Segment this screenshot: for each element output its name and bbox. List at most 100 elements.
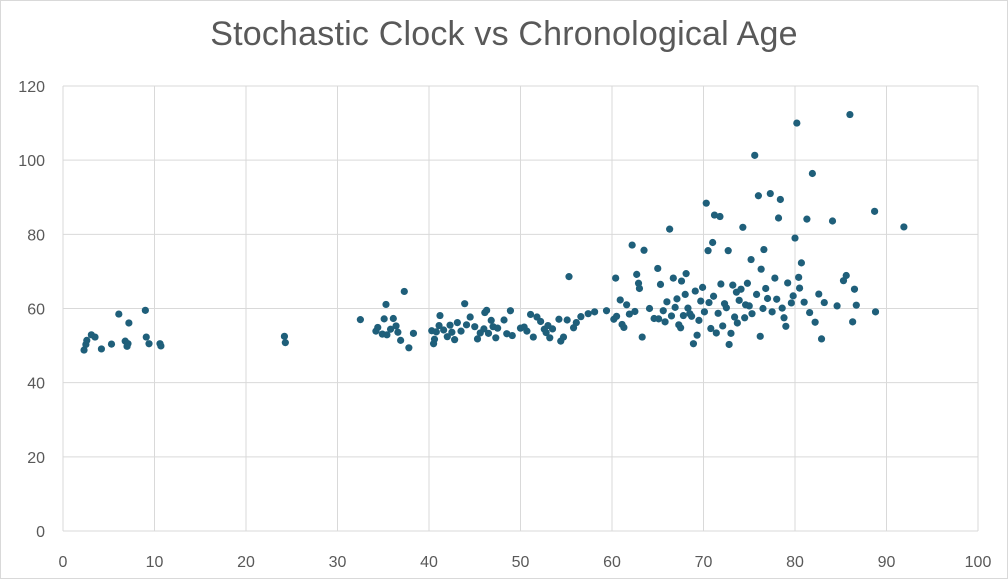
data-point [806, 308, 814, 317]
data-point [724, 247, 732, 255]
data-point [492, 334, 500, 342]
gridlines [62, 85, 979, 532]
data-point [797, 259, 806, 267]
chart-title: Stochastic Clock vs Chronological Age [210, 15, 798, 53]
data-point [751, 151, 759, 159]
data-point [584, 310, 592, 318]
data-point [900, 223, 908, 231]
data-point [791, 234, 799, 242]
data-point [380, 315, 388, 323]
data-point [620, 323, 628, 332]
y-tick-label: 40 [27, 376, 45, 393]
data-point [409, 329, 418, 337]
data-points [80, 110, 908, 354]
x-tick-label: 0 [59, 554, 68, 571]
data-point [661, 318, 669, 326]
data-point [817, 335, 826, 343]
data-point [555, 315, 563, 323]
data-point [383, 331, 391, 339]
data-point [451, 336, 459, 344]
data-point [698, 283, 707, 291]
data-point [820, 298, 828, 307]
data-point [483, 306, 491, 314]
data-point [739, 223, 747, 231]
data-point [719, 322, 727, 330]
data-point [684, 304, 692, 312]
data-point [107, 340, 116, 348]
x-tick-label: 60 [603, 554, 621, 571]
data-point [141, 306, 149, 314]
data-point [689, 340, 698, 348]
data-point [400, 287, 408, 296]
data-point [559, 333, 568, 341]
data-point [466, 313, 474, 321]
x-tick-label: 80 [786, 554, 804, 571]
data-point [503, 330, 511, 338]
data-point [453, 318, 461, 327]
data-point [741, 314, 749, 322]
data-point [681, 290, 689, 299]
data-point [124, 340, 132, 348]
data-point [631, 307, 639, 316]
y-tick-label: 100 [18, 153, 45, 170]
data-point [782, 322, 790, 330]
data-point [811, 318, 819, 326]
data-point [667, 312, 676, 320]
data-point [487, 316, 495, 324]
data-point [762, 284, 770, 293]
data-point [435, 321, 443, 330]
data-point [280, 332, 289, 340]
y-tick-label: 0 [36, 524, 45, 541]
data-point [700, 308, 709, 316]
x-tick-label: 20 [237, 554, 255, 571]
data-point [612, 312, 621, 320]
data-point [526, 310, 535, 319]
data-point [394, 328, 402, 336]
data-point [714, 309, 722, 317]
data-point [707, 324, 715, 333]
data-point [828, 217, 837, 225]
data-point [773, 295, 781, 303]
data-point [577, 313, 585, 321]
data-point [508, 331, 516, 340]
data-point [523, 327, 531, 335]
data-point [473, 335, 482, 343]
data-point [655, 315, 663, 323]
data-point [722, 304, 730, 312]
data-point [616, 296, 624, 304]
data-point [382, 300, 390, 309]
data-point [565, 273, 573, 281]
data-point [405, 344, 413, 352]
data-point [494, 324, 502, 332]
data-point [774, 214, 783, 222]
data-point [656, 280, 665, 288]
data-point [356, 316, 364, 324]
data-point [759, 304, 767, 313]
x-tick-label: 50 [512, 554, 530, 571]
data-point [97, 345, 106, 353]
tick-labels: 0 20 40 60 80 100 120 0 10 20 30 40 50 60 70 80 90 100 [18, 79, 991, 571]
data-point [693, 331, 701, 339]
data-point [461, 300, 469, 308]
data-point [850, 285, 859, 293]
data-point [397, 336, 405, 344]
data-point [803, 215, 811, 223]
data-point [760, 245, 768, 254]
data-point [440, 326, 448, 334]
data-point [115, 310, 123, 318]
data-point [871, 308, 880, 316]
data-point [659, 307, 667, 315]
data-point [852, 301, 860, 309]
data-point [754, 192, 763, 200]
data-point [815, 290, 823, 298]
data-point [91, 333, 99, 341]
data-point [771, 274, 779, 282]
data-point [673, 295, 681, 303]
x-tick-label: 90 [878, 554, 896, 571]
data-point [705, 298, 713, 307]
data-point [625, 310, 633, 318]
x-tick-label: 40 [420, 554, 438, 571]
x-tick-label: 30 [329, 554, 347, 571]
